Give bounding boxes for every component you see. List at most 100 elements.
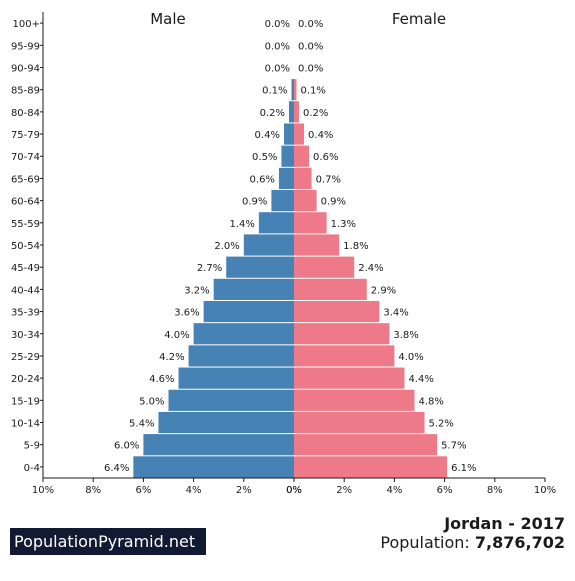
male-bar xyxy=(278,167,294,190)
male-value-label: 1.4% xyxy=(229,219,254,230)
male-value-label: 0.2% xyxy=(260,108,285,119)
male-value-label: 3.2% xyxy=(184,285,209,296)
population-total: Population: 7,876,702 xyxy=(380,533,565,552)
male-bar xyxy=(193,323,294,345)
female-value-label: 1.3% xyxy=(331,219,356,230)
female-bar xyxy=(294,434,438,456)
female-value-label: 0.2% xyxy=(303,108,328,119)
age-group-label: 90-94 xyxy=(11,63,40,74)
male-value-label: 4.6% xyxy=(149,374,174,385)
x-tick-label: 2% xyxy=(236,485,252,496)
population-value: 7,876,702 xyxy=(474,533,565,552)
female-value-label: 2.4% xyxy=(358,263,383,274)
female-value-label: 3.8% xyxy=(393,330,418,341)
x-tick-label: 2% xyxy=(336,485,352,496)
male-value-label: 0.0% xyxy=(265,19,290,30)
age-group-label: 35-39 xyxy=(11,308,40,319)
female-value-label: 0.1% xyxy=(301,86,326,97)
male-value-label: 0.4% xyxy=(255,130,280,141)
x-tick-label: 0% xyxy=(286,485,302,496)
female-bar xyxy=(294,456,448,478)
age-group-label: 60-64 xyxy=(11,197,40,208)
female-bar xyxy=(294,278,367,300)
age-group-label: 65-69 xyxy=(11,174,40,185)
female-value-label: 0.4% xyxy=(308,130,333,141)
female-bar xyxy=(294,167,312,190)
male-bar xyxy=(243,234,294,256)
male-value-label: 0.9% xyxy=(242,197,267,208)
age-group-label: 40-44 xyxy=(11,285,40,296)
male-value-label: 0.1% xyxy=(262,86,287,97)
male-bar xyxy=(143,434,294,456)
male-bar xyxy=(281,145,294,167)
male-value-label: 2.7% xyxy=(197,263,222,274)
female-bar xyxy=(294,190,317,212)
female-bar xyxy=(294,234,340,256)
age-group-label: 5-9 xyxy=(24,441,40,452)
male-value-label: 0.6% xyxy=(250,174,275,185)
female-bar xyxy=(294,79,297,101)
age-group-label: 85-89 xyxy=(11,86,40,97)
male-value-label: 0.0% xyxy=(265,41,290,52)
male-value-label: 6.4% xyxy=(104,463,129,474)
female-bar xyxy=(294,367,405,389)
female-bar xyxy=(294,145,310,167)
female-bar xyxy=(294,101,300,123)
female-value-label: 4.4% xyxy=(408,374,433,385)
age-group-label: 25-29 xyxy=(11,352,40,363)
x-tick-label: 4% xyxy=(386,485,402,496)
male-bar xyxy=(291,79,294,101)
female-value-label: 0.0% xyxy=(298,19,323,30)
age-group-label: 50-54 xyxy=(11,241,40,252)
x-tick-label: 4% xyxy=(186,485,202,496)
x-tick-label: 6% xyxy=(437,485,453,496)
age-group-label: 0-4 xyxy=(24,463,40,474)
country-year-title: Jordan - 2017 xyxy=(444,514,565,533)
female-bar xyxy=(294,323,390,345)
age-group-label: 10-14 xyxy=(11,419,40,430)
x-tick-label: 10% xyxy=(534,485,556,496)
female-value-label: 2.9% xyxy=(371,285,396,296)
female-value-label: 0.0% xyxy=(298,41,323,52)
male-value-label: 4.2% xyxy=(159,352,184,363)
male-bar xyxy=(203,300,294,323)
male-value-label: 4.0% xyxy=(164,330,189,341)
site-logo-badge[interactable]: PopulationPyramid.net xyxy=(10,528,206,555)
male-bar xyxy=(188,345,294,367)
female-value-label: 0.7% xyxy=(316,174,341,185)
population-label: Population: xyxy=(380,533,470,552)
male-series-title: Male xyxy=(150,10,186,28)
female-value-label: 0.6% xyxy=(313,152,338,163)
female-value-label: 0.9% xyxy=(321,197,346,208)
male-bar xyxy=(271,190,294,212)
female-bar xyxy=(294,411,425,434)
age-group-label: 15-19 xyxy=(11,396,40,407)
male-value-label: 2.0% xyxy=(214,241,239,252)
female-bar xyxy=(294,389,415,411)
male-bar xyxy=(133,456,294,478)
age-group-label: 55-59 xyxy=(11,219,40,230)
male-value-label: 5.0% xyxy=(139,396,164,407)
x-tick-label: 8% xyxy=(85,485,101,496)
x-tick-label: 8% xyxy=(487,485,503,496)
population-pyramid-chart: Male Female 0.0% 0.0% 0.0% 0.0% 0.0% 0.0% 0.1%… xyxy=(11,10,556,496)
age-group-label: 95-99 xyxy=(11,41,40,52)
male-bar xyxy=(226,256,294,278)
x-tick-label: 0% xyxy=(286,485,302,496)
male-bar xyxy=(258,212,294,234)
female-bar xyxy=(294,345,395,367)
age-group-label: 75-79 xyxy=(11,130,40,141)
female-value-label: 4.0% xyxy=(398,352,423,363)
male-value-label: 0.0% xyxy=(265,63,290,74)
age-group-label: 80-84 xyxy=(11,108,40,119)
male-value-label: 5.4% xyxy=(129,419,154,430)
male-bar xyxy=(178,367,294,389)
male-value-label: 6.0% xyxy=(114,441,139,452)
male-value-label: 0.5% xyxy=(252,152,277,163)
male-value-label: 3.6% xyxy=(174,308,199,319)
age-group-label: 30-34 xyxy=(11,330,40,341)
age-group-label: 45-49 xyxy=(11,263,40,274)
female-bar xyxy=(294,256,355,278)
female-value-label: 3.4% xyxy=(383,308,408,319)
male-bar xyxy=(158,411,294,434)
